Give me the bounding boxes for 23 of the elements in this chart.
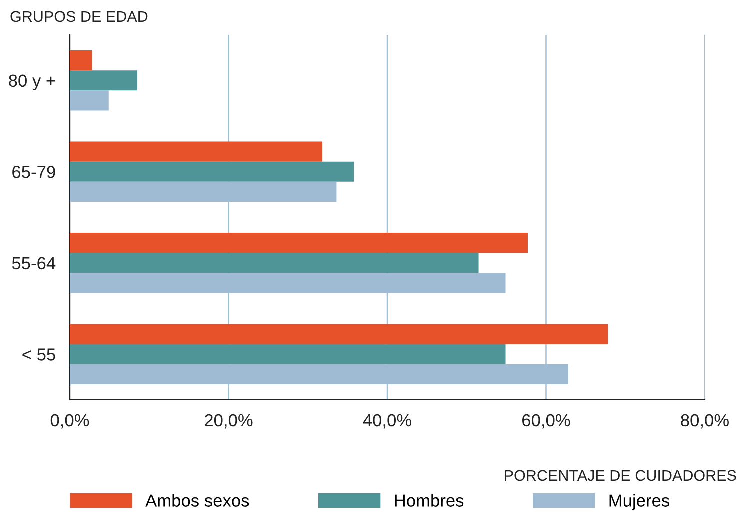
y-axis-title: GRUPOS DE EDAD bbox=[10, 11, 148, 22]
bar bbox=[70, 90, 109, 111]
legend-label: Ambos sexos bbox=[146, 494, 250, 507]
bar bbox=[70, 142, 322, 162]
x-tick-label: 20,0% bbox=[205, 414, 253, 429]
y-tick-label: < 55 bbox=[22, 348, 56, 361]
bar bbox=[70, 70, 138, 91]
bar bbox=[70, 253, 479, 274]
x-tick-label: 60,0% bbox=[522, 414, 570, 429]
x-tick-label: 80,0% bbox=[681, 414, 729, 429]
bar bbox=[70, 344, 506, 364]
x-tick-label: 40,0% bbox=[363, 414, 412, 429]
legend-label: Hombres bbox=[395, 494, 464, 507]
x-axis-title: PORCENTAJE DE CUIDADORES bbox=[505, 470, 736, 482]
bar bbox=[70, 324, 608, 344]
bar bbox=[70, 233, 528, 254]
legend-label: Mujeres bbox=[610, 494, 670, 510]
bar bbox=[70, 162, 354, 182]
x-tick-label: 0,0% bbox=[50, 414, 90, 429]
y-tick-label: 55-64 bbox=[12, 257, 56, 270]
bar bbox=[70, 50, 92, 71]
y-tick-label: 65-79 bbox=[12, 166, 56, 178]
y-tick-label: 80 y + bbox=[9, 74, 56, 91]
